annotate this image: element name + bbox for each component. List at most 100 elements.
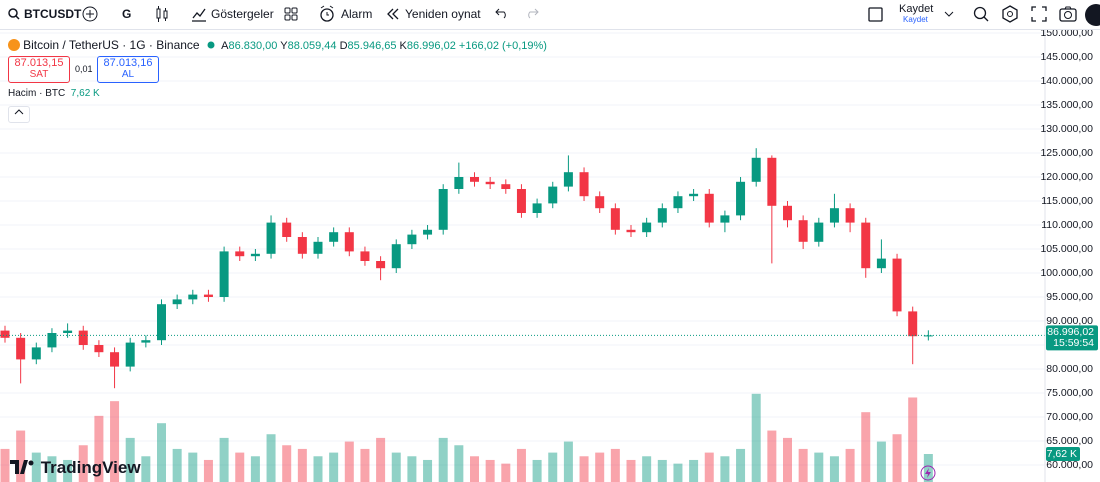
market-status <box>207 41 215 49</box>
volume-bar <box>63 459 73 482</box>
legend-title: Bitcoin / TetherUS · 1G · Binance <box>23 38 200 52</box>
chevron <box>14 109 24 115</box>
volume-bar <box>16 430 26 482</box>
candle-body <box>845 208 855 223</box>
candle-body <box>78 330 88 345</box>
search-icon[interactable] <box>8 8 20 20</box>
volume-bar <box>470 456 479 482</box>
alarm-icon[interactable] <box>319 5 335 23</box>
candle-body <box>0 330 10 338</box>
candle-body <box>344 232 354 252</box>
brand-name: TradingView <box>40 458 141 477</box>
y-tick-label: 145.000,00 <box>1040 51 1093 63</box>
y-tick-label: 80.000,00 <box>1046 363 1093 375</box>
flash-icon[interactable] <box>920 465 936 481</box>
volume-bar <box>892 434 902 482</box>
volume-bar <box>235 452 245 482</box>
candle-body <box>736 181 746 216</box>
candle-body <box>798 220 808 242</box>
y-tick-label: 140.000,00 <box>1040 75 1093 87</box>
candle-body <box>563 172 573 187</box>
h-value: 88.059,44 <box>287 40 337 52</box>
sell-button[interactable]: 87.013,15 SAT <box>8 56 70 83</box>
candle-body <box>485 181 495 185</box>
candle-body <box>313 241 323 254</box>
candle-body <box>47 332 57 348</box>
candle-body <box>626 229 636 233</box>
volume-bar <box>908 397 918 482</box>
undo[interactable] <box>495 7 509 19</box>
volume-bar <box>548 452 558 482</box>
candle-body <box>172 299 182 305</box>
candle-body <box>892 258 902 312</box>
volume-bar <box>407 456 417 482</box>
save[interactable]: Kaydet <box>899 3 934 15</box>
candle-body <box>704 193 714 223</box>
avatar[interactable] <box>1084 3 1100 27</box>
collapse-legend[interactable] <box>8 106 30 123</box>
save-sub: Kaydet <box>903 15 928 24</box>
volume-bar <box>579 456 589 482</box>
symbol[interactable]: BTCUSDT <box>24 7 82 21</box>
replay[interactable]: Yeniden oynat <box>405 7 481 21</box>
interval[interactable]: G <box>122 7 132 21</box>
y-tick-label: 115.000,00 <box>1041 195 1093 207</box>
layouts[interactable] <box>284 7 298 21</box>
candle-body <box>595 196 605 209</box>
indicators-icon[interactable] <box>191 6 207 22</box>
volume-bar <box>203 459 213 482</box>
volume-bar <box>344 441 354 482</box>
volume-bar <box>250 456 260 482</box>
candle-body <box>861 222 871 269</box>
fullscreen[interactable] <box>1031 6 1047 22</box>
c-value: 86.996,02 <box>406 40 456 52</box>
candle-body <box>94 344 104 353</box>
candle-body <box>657 208 667 223</box>
snapshot[interactable] <box>1059 5 1077 23</box>
y-tick-label: 110.000,00 <box>1041 219 1093 231</box>
settings[interactable] <box>1001 5 1019 23</box>
price-axis-bg <box>1045 30 1100 482</box>
sell-price: 87.013,15 <box>14 57 64 69</box>
add-symbol[interactable] <box>82 6 98 22</box>
change: +166,02 (+0,19%) <box>458 40 547 52</box>
candle-body <box>516 188 526 213</box>
volume-bar <box>313 456 323 482</box>
alarm[interactable]: Alarm <box>341 7 373 21</box>
candle-body <box>689 193 699 197</box>
toolbar: BTCUSDT G Göstergeler Alarm Yeniden oyna… <box>0 0 1100 30</box>
indicators[interactable]: Göstergeler <box>211 7 274 21</box>
candle-body <box>391 244 401 269</box>
candle-body <box>829 208 839 223</box>
volume-bar <box>438 437 448 482</box>
o-value: 86.830,00 <box>228 40 278 52</box>
candle-body <box>532 203 542 213</box>
volume-bar <box>501 463 511 482</box>
volume-bar <box>47 456 57 482</box>
redo[interactable] <box>525 7 539 19</box>
quick-search[interactable] <box>972 5 990 23</box>
save-menu[interactable] <box>944 10 954 18</box>
candle-body <box>767 157 777 206</box>
candle-body <box>188 294 198 300</box>
y-tick-label: 75.000,00 <box>1046 387 1093 399</box>
replay-icon[interactable] <box>386 8 400 20</box>
candle-body <box>407 234 417 245</box>
layout-box[interactable] <box>868 7 883 22</box>
chart-style[interactable] <box>155 5 169 23</box>
volume-bar <box>563 441 573 482</box>
buy-button[interactable]: 87.013,16 AL <box>97 56 159 83</box>
candle-body <box>141 340 151 343</box>
volume-bar <box>642 456 652 482</box>
candle-body <box>923 335 933 337</box>
h-label: Y <box>280 40 288 52</box>
volume-bar <box>829 456 839 482</box>
volume-bar <box>798 448 808 482</box>
candle-body <box>125 342 135 367</box>
candle-body <box>814 222 824 242</box>
volume-bar <box>78 445 88 482</box>
volume-bar <box>673 463 683 482</box>
btc-icon <box>8 39 20 51</box>
candle-body <box>501 184 511 189</box>
candle-body <box>438 188 448 230</box>
